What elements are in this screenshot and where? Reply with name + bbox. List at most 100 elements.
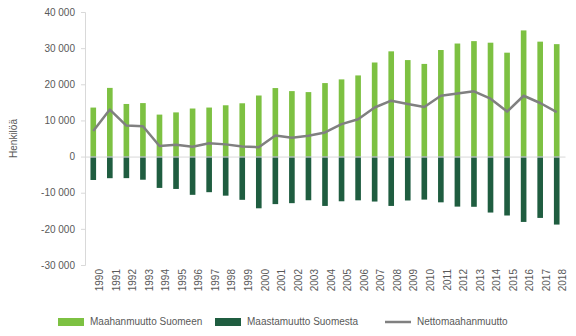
bar xyxy=(537,42,543,157)
y-tick-mark xyxy=(81,84,85,85)
x-tick: 2006 xyxy=(359,269,370,292)
x-tick: 1992 xyxy=(127,269,138,292)
bar xyxy=(504,53,510,157)
legend-label: Maahanmuutto Suomeen xyxy=(90,316,202,327)
bar xyxy=(157,115,163,157)
x-tick: 2010 xyxy=(425,269,436,292)
bar xyxy=(306,92,312,156)
y-tick-label: 40 000 xyxy=(44,7,75,18)
x-tick-label: 2009 xyxy=(408,269,419,292)
x-tick: 1994 xyxy=(160,269,171,292)
bar xyxy=(273,157,279,205)
x-tick-label: 1993 xyxy=(144,269,155,292)
x-tick: 2008 xyxy=(392,269,403,292)
y-tick-mark xyxy=(81,265,85,266)
legend-swatch xyxy=(385,321,411,324)
legend-item: Maastamuutto Suomesta xyxy=(215,316,359,327)
bar xyxy=(273,88,279,157)
x-tick: 2015 xyxy=(508,269,519,292)
x-tick: 1996 xyxy=(193,269,204,292)
chart: 40 00030 00020 00010 0000-10 000-20 000-… xyxy=(0,0,576,336)
bar-series xyxy=(90,157,559,225)
x-tick-label: 1994 xyxy=(160,269,171,292)
x-tick-label: 2003 xyxy=(309,269,320,292)
y-tick-mark xyxy=(81,193,85,194)
bar xyxy=(355,75,361,156)
x-tick: 2016 xyxy=(524,269,535,292)
bar xyxy=(124,104,130,157)
bar xyxy=(455,44,461,157)
x-tick-label: 2006 xyxy=(359,269,370,292)
y-tick-mark xyxy=(81,157,85,158)
bar xyxy=(355,157,361,201)
bar xyxy=(190,157,196,195)
x-tick-label: 2012 xyxy=(458,269,469,292)
bar xyxy=(405,157,411,201)
y-tick-mark xyxy=(81,48,85,49)
legend: Maahanmuutto Suomeen Maastamuutto Suomest… xyxy=(58,316,508,327)
x-tick: 2017 xyxy=(541,269,552,292)
bar xyxy=(206,108,212,157)
x-tick-label: 2016 xyxy=(524,269,535,292)
x-tick: 2007 xyxy=(375,269,386,292)
bar xyxy=(107,157,113,179)
x-tick-label: 2007 xyxy=(375,269,386,292)
bar xyxy=(554,157,560,225)
x-tick-label: 1998 xyxy=(226,269,237,292)
bar xyxy=(438,157,444,203)
legend-swatch xyxy=(215,318,241,326)
bar xyxy=(107,88,113,157)
bar xyxy=(289,157,295,204)
x-tick-label: 2005 xyxy=(342,269,353,292)
bar xyxy=(521,30,527,156)
bar xyxy=(388,51,394,156)
line xyxy=(93,91,556,147)
x-tick: 2014 xyxy=(491,269,502,292)
legend-item: Maahanmuutto Suomeen xyxy=(58,316,202,327)
bar xyxy=(471,157,477,207)
x-tick: 2002 xyxy=(293,269,304,292)
y-tick: -30 000 xyxy=(41,260,85,271)
x-axis: 1990199119921993199419951996199719981999… xyxy=(86,157,569,291)
y-tick-label: 0 xyxy=(69,151,75,162)
x-tick-label: 2001 xyxy=(276,269,287,292)
y-tick-label: -20 000 xyxy=(41,224,75,235)
bar xyxy=(173,157,179,189)
x-tick-label: 2010 xyxy=(425,269,436,292)
legend-item: Nettomaahanmuutto xyxy=(385,316,508,327)
y-tick-label: 30 000 xyxy=(44,43,75,54)
bar xyxy=(190,109,196,157)
y-tick-label: -30 000 xyxy=(41,260,75,271)
legend-label: Nettomaahanmuutto xyxy=(417,316,508,327)
x-tick-label: 2000 xyxy=(260,269,271,292)
x-tick-label: 2002 xyxy=(293,269,304,292)
bar xyxy=(339,79,345,156)
x-tick: 1998 xyxy=(226,269,237,292)
bar xyxy=(372,157,378,202)
bar xyxy=(306,157,312,201)
x-tick: 2011 xyxy=(442,269,453,291)
x-tick-label: 2017 xyxy=(541,269,552,292)
bar xyxy=(488,157,494,213)
y-tick-mark xyxy=(81,120,85,121)
x-tick: 1999 xyxy=(243,269,254,292)
bar xyxy=(223,105,229,156)
legend-label: Maastamuutto Suomesta xyxy=(247,316,359,327)
bar xyxy=(405,60,411,156)
x-tick-label: 2008 xyxy=(392,269,403,292)
bar xyxy=(455,157,461,207)
y-tick-mark xyxy=(81,229,85,230)
x-tick: 2018 xyxy=(557,269,568,292)
bar xyxy=(256,157,262,209)
x-tick: 2013 xyxy=(475,269,486,292)
bar xyxy=(90,157,96,180)
x-tick: 2004 xyxy=(326,269,337,292)
y-axis-title: Henkilöä xyxy=(8,119,19,158)
y-tick: 0 xyxy=(69,151,85,162)
bar xyxy=(322,83,328,156)
x-tick: 2003 xyxy=(309,269,320,292)
bar-series xyxy=(90,30,559,156)
y-axis-line xyxy=(81,13,86,266)
x-tick-label: 2013 xyxy=(475,269,486,292)
x-tick-label: 2014 xyxy=(491,269,502,292)
